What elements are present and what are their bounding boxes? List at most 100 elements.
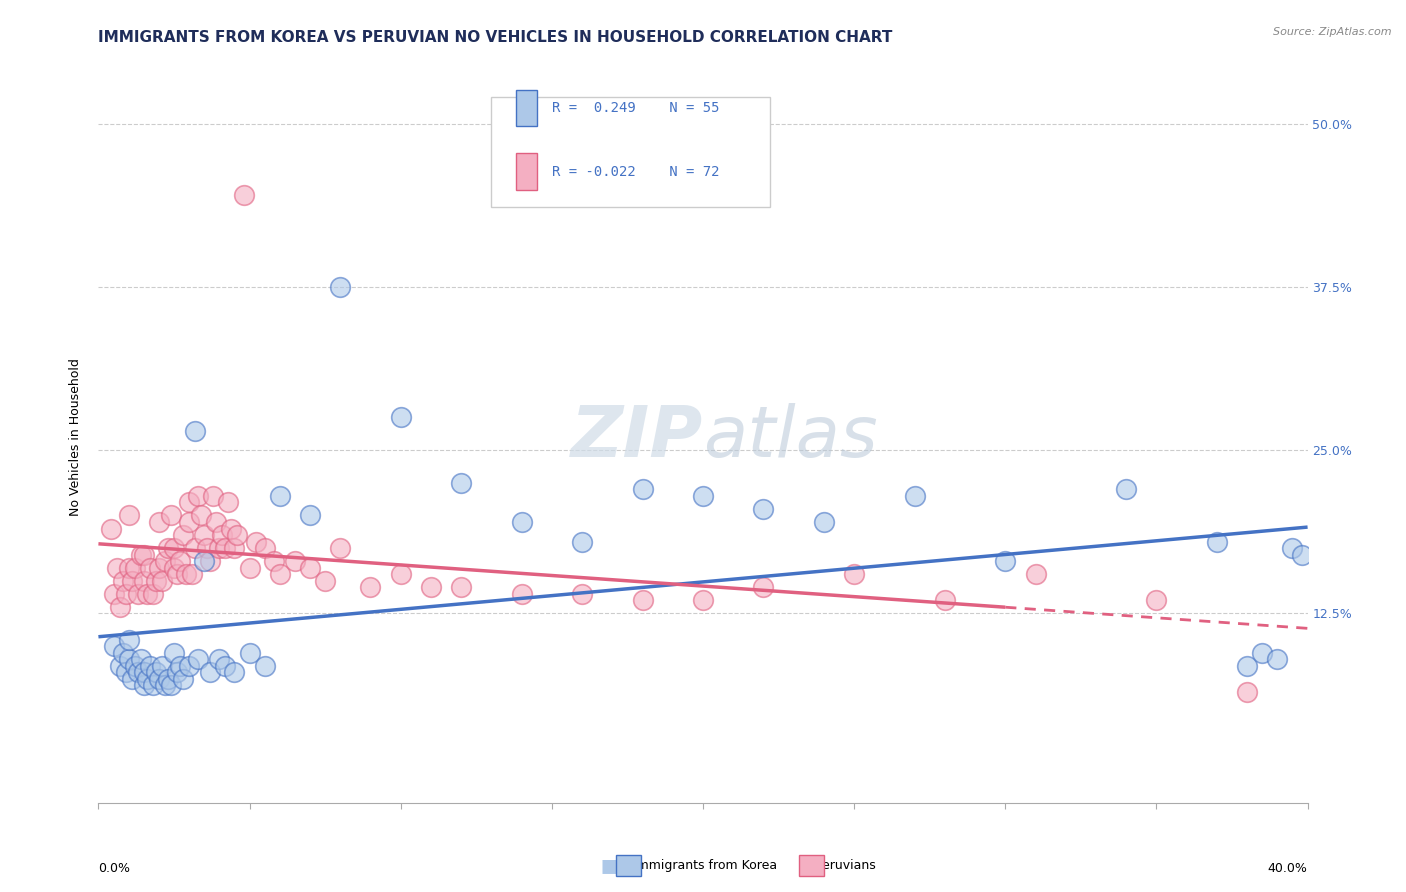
Point — [253, 658, 276, 673]
Point — [299, 560, 322, 574]
Point — [145, 574, 167, 588]
Point — [150, 658, 173, 673]
Text: Immigrants from Korea: Immigrants from Korea — [633, 859, 778, 871]
Point — [148, 515, 170, 529]
Point — [263, 554, 285, 568]
Point — [181, 567, 204, 582]
Point — [111, 646, 134, 660]
Point — [221, 521, 243, 535]
Point — [174, 567, 197, 582]
Y-axis label: No Vehicles in Household: No Vehicles in Household — [69, 359, 83, 516]
Text: Source: ZipAtlas.com: Source: ZipAtlas.com — [1274, 27, 1392, 37]
Point — [245, 534, 267, 549]
Point — [108, 599, 131, 614]
Point — [510, 515, 533, 529]
Point — [129, 548, 152, 562]
Point — [239, 646, 262, 660]
Point — [224, 541, 246, 555]
Point — [135, 672, 157, 686]
Point — [187, 489, 209, 503]
Point — [1267, 652, 1289, 666]
Point — [571, 587, 593, 601]
Point — [179, 658, 201, 673]
Point — [124, 560, 146, 574]
Point — [994, 554, 1017, 568]
Point — [214, 658, 236, 673]
Point — [420, 580, 443, 594]
Point — [200, 665, 222, 680]
Point — [145, 665, 167, 680]
Point — [360, 580, 382, 594]
Point — [179, 515, 201, 529]
Point — [1144, 593, 1167, 607]
Point — [132, 574, 155, 588]
Point — [166, 567, 188, 582]
Point — [195, 541, 218, 555]
Point — [103, 587, 125, 601]
Point — [269, 489, 291, 503]
Point — [329, 280, 352, 294]
Text: atlas: atlas — [703, 402, 877, 472]
Point — [179, 495, 201, 509]
Point — [118, 652, 141, 666]
Point — [1281, 541, 1303, 555]
Text: ▪: ▪ — [600, 851, 619, 880]
Point — [172, 672, 194, 686]
Point — [934, 593, 956, 607]
Point — [239, 560, 262, 574]
Point — [163, 541, 186, 555]
Point — [103, 639, 125, 653]
Point — [142, 587, 165, 601]
Point — [193, 528, 215, 542]
Point — [148, 560, 170, 574]
Point — [844, 567, 866, 582]
Text: ZIP: ZIP — [571, 402, 703, 472]
Point — [314, 574, 336, 588]
Point — [160, 678, 183, 692]
FancyBboxPatch shape — [516, 90, 537, 127]
Point — [105, 560, 128, 574]
Point — [160, 508, 183, 523]
Point — [904, 489, 927, 503]
Point — [135, 587, 157, 601]
Point — [114, 665, 136, 680]
Point — [389, 567, 412, 582]
Point — [114, 587, 136, 601]
Point — [127, 587, 149, 601]
Point — [389, 410, 412, 425]
Point — [108, 658, 131, 673]
FancyBboxPatch shape — [516, 153, 537, 190]
Point — [163, 560, 186, 574]
Point — [752, 580, 775, 594]
Text: Peruvians: Peruvians — [815, 859, 876, 871]
Point — [124, 658, 146, 673]
Point — [253, 541, 276, 555]
Text: R = -0.022    N = 72: R = -0.022 N = 72 — [553, 164, 720, 178]
Point — [450, 475, 472, 490]
Point — [153, 678, 176, 692]
Point — [1206, 534, 1229, 549]
Text: 40.0%: 40.0% — [1268, 862, 1308, 874]
Point — [139, 658, 162, 673]
Point — [148, 672, 170, 686]
Point — [153, 554, 176, 568]
Point — [163, 646, 186, 660]
Point — [813, 515, 835, 529]
Point — [129, 652, 152, 666]
Point — [172, 528, 194, 542]
Point — [150, 574, 173, 588]
Point — [208, 652, 231, 666]
Point — [118, 508, 141, 523]
Point — [169, 658, 191, 673]
FancyBboxPatch shape — [492, 97, 769, 207]
Point — [1291, 548, 1313, 562]
Point — [1115, 483, 1137, 497]
Point — [118, 632, 141, 647]
Point — [132, 665, 155, 680]
Point — [111, 574, 134, 588]
Point — [631, 483, 654, 497]
Point — [571, 534, 593, 549]
Point — [1236, 685, 1258, 699]
Point — [202, 489, 225, 503]
Point — [139, 560, 162, 574]
